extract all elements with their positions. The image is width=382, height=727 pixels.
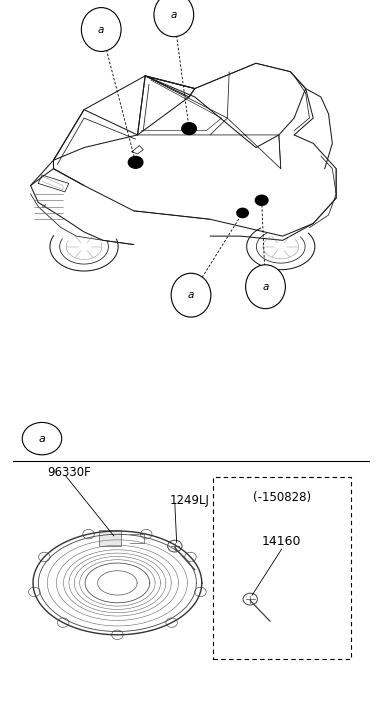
Ellipse shape (237, 209, 248, 217)
Circle shape (195, 587, 206, 597)
Circle shape (83, 529, 94, 539)
Circle shape (166, 618, 177, 627)
Text: a: a (188, 290, 194, 300)
Circle shape (39, 553, 50, 562)
FancyBboxPatch shape (99, 530, 121, 546)
Text: a: a (171, 9, 177, 20)
Ellipse shape (128, 156, 143, 168)
Text: a: a (39, 433, 45, 443)
Ellipse shape (256, 196, 268, 205)
Text: (-150828): (-150828) (253, 491, 311, 504)
Text: 14160: 14160 (262, 535, 301, 548)
Circle shape (246, 265, 285, 309)
Circle shape (168, 540, 182, 552)
Text: H: H (42, 204, 46, 209)
Circle shape (29, 587, 40, 597)
Circle shape (171, 273, 211, 317)
Text: 1249LJ: 1249LJ (170, 494, 209, 507)
Text: a: a (98, 25, 104, 34)
Text: 96330F: 96330F (47, 466, 91, 479)
Circle shape (22, 422, 62, 455)
Bar (212, 477, 351, 659)
Circle shape (154, 0, 194, 36)
Circle shape (81, 7, 121, 52)
Circle shape (185, 553, 196, 562)
Circle shape (112, 630, 123, 640)
Circle shape (243, 593, 257, 605)
Ellipse shape (182, 123, 196, 134)
Circle shape (141, 529, 152, 539)
Circle shape (57, 618, 69, 627)
Text: a: a (262, 282, 269, 292)
